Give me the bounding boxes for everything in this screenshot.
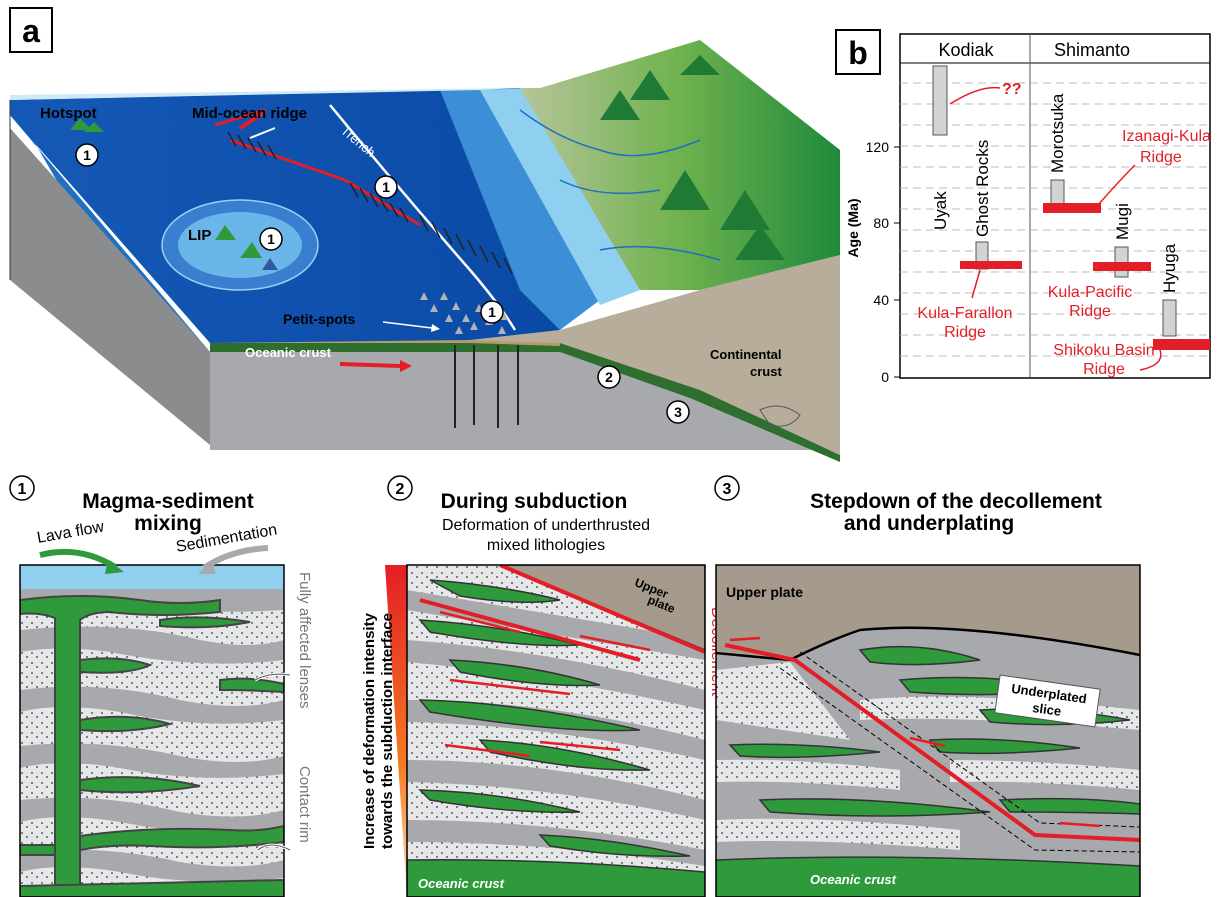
ridge-shikoku-basin	[1153, 339, 1210, 350]
intensity-label-1: Increase of deformation intensity	[361, 612, 378, 849]
label-kula-pacific-2: Ridge	[1069, 303, 1111, 320]
marker-1-petit-spots: 1	[480, 300, 504, 324]
header-shimanto: Shimanto	[1054, 40, 1130, 60]
label-izanagi-2: Ridge	[1140, 149, 1182, 166]
y-axis-label: Age (Ma)	[845, 198, 861, 257]
ridge-kula-farallon	[960, 261, 1022, 269]
panel-2-title: During subduction	[441, 490, 628, 513]
mid-ocean-ridge-label: Mid-ocean ridge	[192, 105, 307, 122]
petit-spots-label: Petit-spots	[283, 311, 356, 327]
underplated-slice-box: Underplated slice	[994, 674, 1101, 728]
ridge-kula-pacific	[1093, 262, 1151, 271]
ridge-segment	[229, 138, 346, 182]
panel-b-letter-box	[835, 29, 881, 75]
svg-text:1: 1	[488, 304, 496, 320]
panel-3-frame	[715, 564, 1141, 897]
label-kula-farallon-2: Ridge	[944, 324, 986, 341]
ridge-segment	[214, 108, 266, 127]
label-hyuga: Hyuga	[1160, 243, 1179, 293]
oceanic-crust-label-3: Oceanic crust	[810, 872, 897, 887]
panel-3-number: 3	[723, 481, 732, 498]
shelf	[480, 88, 640, 305]
panel-3-title-2: and underplating	[844, 512, 1014, 535]
intensity-label-2: towards the subduction interface	[379, 613, 396, 849]
tick-80: 80	[873, 215, 889, 231]
mountains	[600, 55, 785, 260]
lava-flow-label: Lava flow	[36, 518, 106, 547]
rivers	[519, 109, 721, 261]
ocean-slope	[440, 88, 600, 330]
svg-text:2: 2	[605, 369, 613, 385]
tick-120: 120	[866, 139, 890, 155]
panel-a-letter: a	[22, 13, 40, 49]
continental-crust-label-1: Continental	[710, 347, 782, 362]
panel-1-title-1: Magma-sediment	[82, 490, 254, 513]
panel-a-letter-box	[9, 7, 53, 53]
label-morotsuka: Morotsuka	[1048, 93, 1067, 173]
lip-plateau	[178, 212, 302, 278]
label-question: ??	[1002, 81, 1022, 98]
ridge-arrow	[238, 110, 267, 130]
panel-2-number: 2	[396, 481, 405, 498]
bar-uyak	[932, 65, 948, 136]
panel-b-age-chart: 120 80 40 0 Age (Ma) b Kodiak Shimanto U…	[835, 29, 1211, 385]
label-mugi: Mugi	[1113, 203, 1132, 240]
panel-2-during-subduction: 2 During subduction Deformation of under…	[361, 475, 725, 897]
water-surface	[10, 88, 520, 100]
decollement-path	[724, 643, 1140, 842]
label-shikoku-1: Shikoku Basin	[1053, 342, 1154, 359]
contact-rim-label: Contact rim	[296, 766, 313, 843]
marker-3: 3	[666, 400, 690, 424]
panel-1-number: 1	[18, 481, 27, 498]
oceanic-crust-label-2: Oceanic crust	[418, 876, 505, 891]
panel-a-block-diagram: a	[9, 7, 840, 462]
intensity-wedge	[385, 565, 407, 897]
oceanic-crust-label: Oceanic crust	[245, 345, 332, 360]
panel-1-magma-sediment-mixing: 1 Magma-sediment mixing	[9, 475, 313, 897]
panel-2-subtitle-1: Deformation of underthrusted	[442, 517, 650, 534]
ridge-hatching	[227, 131, 513, 275]
svg-text:1: 1	[83, 147, 91, 163]
svg-text:3: 3	[674, 404, 682, 420]
bar-hyuga	[1162, 299, 1177, 337]
continental-crust-label-2: crust	[750, 364, 782, 379]
marker-1-lip: 1	[259, 227, 283, 251]
panel-2-frame	[406, 564, 706, 897]
label-izanagi-1: Izanagi-Kula	[1122, 128, 1211, 145]
label-ghost-rocks: Ghost Rocks	[973, 140, 992, 237]
marker-1-hotspot: 1	[75, 143, 99, 167]
label-shikoku-2: Ridge	[1083, 361, 1125, 378]
panel-3-title-1: Stepdown of the decollement	[810, 490, 1102, 513]
hotspot-seamount	[70, 118, 92, 130]
label-uyak: Uyak	[931, 191, 950, 230]
panel-3-stepdown: 3 Stepdown of the decollement and underp…	[714, 475, 1141, 897]
panel-b-letter: b	[848, 35, 868, 71]
plate-motion-arrow	[339, 362, 401, 368]
upper-plate-boundary	[716, 626, 1140, 662]
underplating-scribble	[759, 405, 801, 427]
marker-1-ridge: 1	[374, 175, 398, 199]
hotspot-label: Hotspot	[40, 105, 97, 122]
lip-label: LIP	[188, 227, 211, 244]
panel-1-frame	[19, 564, 285, 897]
panel-1-title-2: mixing	[134, 512, 202, 535]
feeder-dykes	[454, 345, 519, 428]
ridge-izanagi-kula	[1043, 203, 1101, 213]
underplated-label-2: slice	[1031, 700, 1062, 719]
tick-0: 0	[881, 369, 889, 385]
block-left-side-mantle	[10, 128, 210, 445]
svg-text:1: 1	[267, 231, 275, 247]
svg-text:1: 1	[382, 179, 390, 195]
label-kula-farallon-1: Kula-Farallon	[917, 305, 1012, 322]
tick-40: 40	[873, 292, 889, 308]
upper-plate-label-3: Upper plate	[726, 584, 803, 600]
panel-2-subtitle-2: mixed lithologies	[487, 537, 605, 554]
fully-affected-label: Fully affected lenses	[296, 572, 313, 708]
continental-crust	[460, 255, 840, 455]
label-kula-pacific-1: Kula-Pacific	[1048, 284, 1132, 301]
header-kodiak: Kodiak	[938, 40, 994, 60]
oceanic-crust-band	[210, 340, 840, 462]
marker-2: 2	[597, 365, 621, 389]
